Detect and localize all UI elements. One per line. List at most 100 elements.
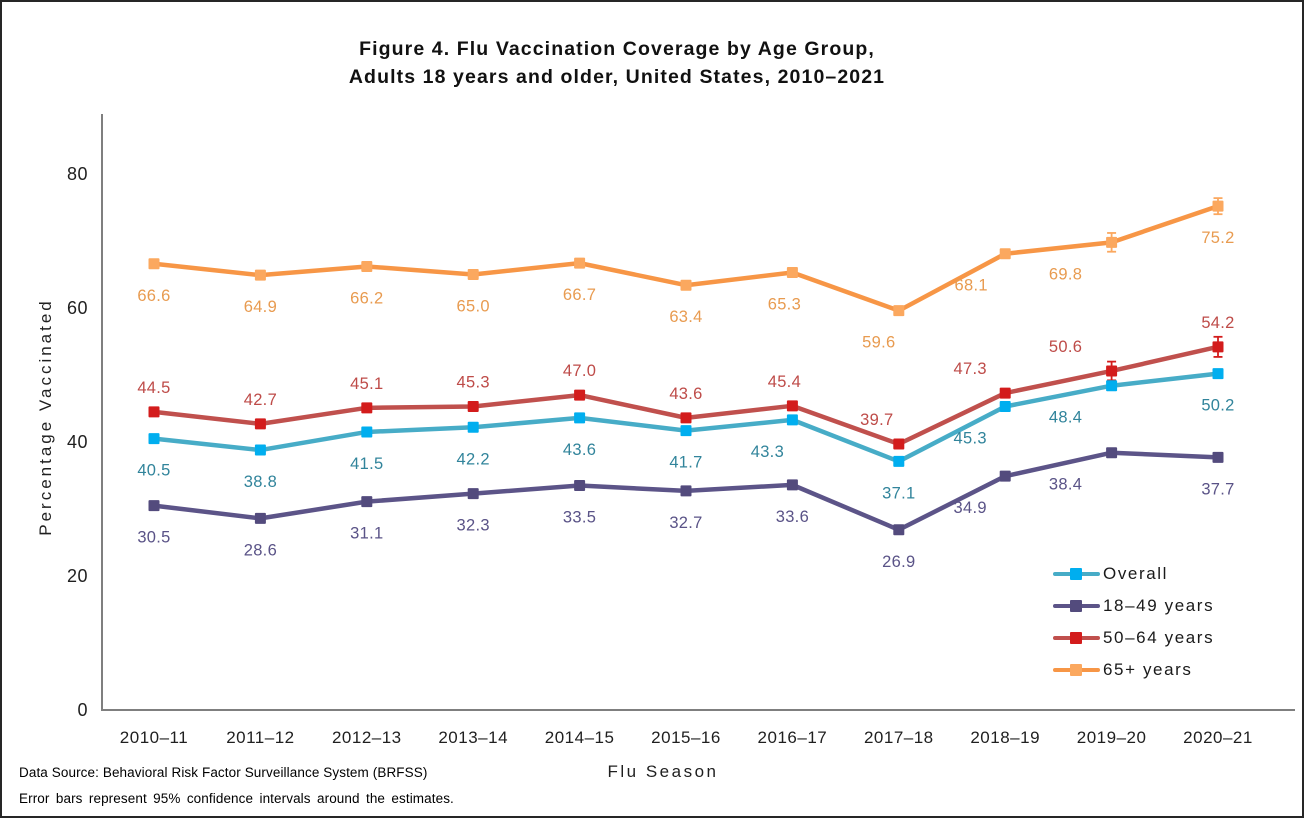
data-point-label: 34.9 xyxy=(954,499,987,517)
data-point-label: 48.4 xyxy=(1049,409,1082,427)
legend-label: 50–64 years xyxy=(1103,628,1215,647)
data-point-label: 43.6 xyxy=(669,385,702,403)
data-point-label: 39.7 xyxy=(860,411,893,429)
data-point-label: 43.6 xyxy=(563,441,596,459)
footnote: Data Source: Behavioral Risk Factor Surv… xyxy=(19,760,454,812)
data-point-marker xyxy=(574,389,586,401)
data-point-label: 66.2 xyxy=(350,289,383,307)
data-point-label: 66.6 xyxy=(137,287,170,305)
data-point-label: 50.6 xyxy=(1049,338,1082,356)
data-point-label: 54.2 xyxy=(1201,314,1234,332)
data-point-label: 28.6 xyxy=(244,541,277,559)
x-tick-label: 2018–19 xyxy=(970,728,1040,747)
data-point-marker xyxy=(361,426,373,438)
data-point-marker xyxy=(1106,365,1118,377)
data-point-label: 59.6 xyxy=(862,334,895,352)
x-tick-label: 2010–11 xyxy=(120,728,188,747)
data-point-label: 26.9 xyxy=(882,553,915,571)
y-tick-label: 40 xyxy=(67,432,88,452)
y-tick-label: 80 xyxy=(67,164,88,184)
data-point-marker xyxy=(893,438,905,450)
data-point-marker xyxy=(361,402,373,414)
legend-item-18-49-years: 18–49 years xyxy=(1053,590,1214,622)
x-tick-label: 2016–17 xyxy=(758,728,828,747)
data-point-marker xyxy=(148,500,160,512)
data-point-marker xyxy=(1212,368,1224,380)
data-point-marker xyxy=(467,488,479,500)
data-point-label: 47.0 xyxy=(563,362,596,380)
x-tick-label: 2015–16 xyxy=(651,728,721,747)
data-point-label: 45.3 xyxy=(457,373,490,391)
chart-title-line1: Figure 4. Flu Vaccination Coverage by Ag… xyxy=(359,38,875,60)
data-point-label: 31.1 xyxy=(350,525,383,543)
data-point-label: 65.3 xyxy=(768,295,801,313)
legend-swatch-icon xyxy=(1053,632,1100,645)
data-point-marker xyxy=(999,470,1011,482)
legend-label: Overall xyxy=(1103,564,1169,583)
data-point-marker xyxy=(574,412,586,424)
data-point-label: 30.5 xyxy=(137,529,170,547)
data-point-marker xyxy=(467,269,479,280)
data-point-label: 38.8 xyxy=(244,473,277,491)
data-point-marker xyxy=(786,414,798,426)
data-point-label: 75.2 xyxy=(1201,229,1234,247)
data-point-label: 45.1 xyxy=(350,375,383,393)
data-point-marker xyxy=(893,455,905,467)
data-point-label: 42.7 xyxy=(244,391,277,409)
data-point-marker xyxy=(148,258,160,270)
data-point-label: 45.4 xyxy=(768,373,801,391)
x-tick-label: 2011–12 xyxy=(226,728,294,747)
data-point-marker xyxy=(467,400,479,412)
y-tick-label: 0 xyxy=(77,700,88,720)
data-point-marker xyxy=(574,257,586,269)
data-point-label: 41.5 xyxy=(350,455,383,473)
legend-item-50-64-years: 50–64 years xyxy=(1053,622,1214,654)
data-point-marker xyxy=(680,412,692,424)
data-point-label: 33.5 xyxy=(563,509,596,527)
data-point-marker xyxy=(1212,200,1224,212)
data-point-label: 45.3 xyxy=(954,429,987,447)
chart-title: Figure 4. Flu Vaccination Coverage by Ag… xyxy=(2,35,1232,91)
data-point-label: 63.4 xyxy=(669,308,702,326)
y-tick-label: 60 xyxy=(67,298,88,318)
x-tick-label: 2019–20 xyxy=(1077,728,1147,747)
data-point-label: 47.3 xyxy=(954,360,987,378)
data-point-label: 68.1 xyxy=(955,277,988,295)
x-tick-label: 2017–18 xyxy=(864,728,934,747)
data-point-marker xyxy=(254,418,266,430)
data-point-label: 41.7 xyxy=(669,454,702,472)
x-axis-title: Flu Season xyxy=(607,762,719,781)
data-point-marker xyxy=(680,485,692,497)
legend-swatch-icon xyxy=(1053,600,1100,613)
legend: Overall 18–49 years 50–64 years 65+ years xyxy=(1053,558,1214,686)
legend-label: 65+ years xyxy=(1103,660,1193,679)
data-point-label: 37.1 xyxy=(882,484,915,502)
legend-swatch-icon xyxy=(1053,664,1100,677)
data-point-label: 69.8 xyxy=(1049,265,1082,283)
data-point-marker xyxy=(680,279,692,291)
data-point-marker xyxy=(467,421,479,433)
data-point-marker xyxy=(254,512,266,524)
data-point-marker xyxy=(361,260,373,272)
data-point-label: 33.6 xyxy=(776,508,809,526)
series-line-65+-years xyxy=(151,203,1221,313)
data-point-marker xyxy=(361,496,373,508)
y-tick-label: 20 xyxy=(67,566,88,586)
legend-item-overall: Overall xyxy=(1053,558,1214,590)
data-point-marker xyxy=(893,524,905,536)
data-point-label: 32.7 xyxy=(669,514,702,532)
data-point-label: 38.4 xyxy=(1049,476,1082,494)
data-point-marker xyxy=(148,406,160,418)
data-point-marker xyxy=(1106,236,1118,248)
data-point-marker xyxy=(999,387,1011,399)
data-point-marker xyxy=(893,305,905,317)
legend-swatch-icon xyxy=(1053,568,1100,581)
data-point-label: 42.2 xyxy=(457,450,490,468)
error-bar-note: Error bars represent 95% confidence inte… xyxy=(19,791,454,806)
data-point-marker xyxy=(148,433,160,445)
data-point-label: 44.5 xyxy=(137,379,170,397)
x-tick-label: 2014–15 xyxy=(545,728,615,747)
legend-label: 18–49 years xyxy=(1103,596,1215,615)
data-point-label: 40.5 xyxy=(137,462,170,480)
